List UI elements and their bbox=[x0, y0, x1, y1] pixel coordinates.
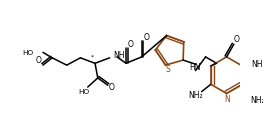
Text: HO: HO bbox=[78, 89, 90, 95]
Text: HO: HO bbox=[23, 50, 34, 56]
Text: O: O bbox=[143, 33, 149, 42]
Text: O: O bbox=[109, 84, 114, 92]
Text: S: S bbox=[166, 65, 171, 74]
Text: O: O bbox=[128, 40, 134, 49]
Text: NH: NH bbox=[113, 51, 125, 60]
Text: NH₂: NH₂ bbox=[188, 91, 203, 100]
Text: O: O bbox=[234, 35, 240, 44]
Text: HN: HN bbox=[189, 63, 200, 72]
Text: N: N bbox=[225, 95, 230, 104]
Text: NH: NH bbox=[252, 60, 263, 69]
Text: NH₂: NH₂ bbox=[251, 96, 263, 105]
Text: *: * bbox=[91, 54, 94, 59]
Text: O: O bbox=[36, 56, 41, 65]
